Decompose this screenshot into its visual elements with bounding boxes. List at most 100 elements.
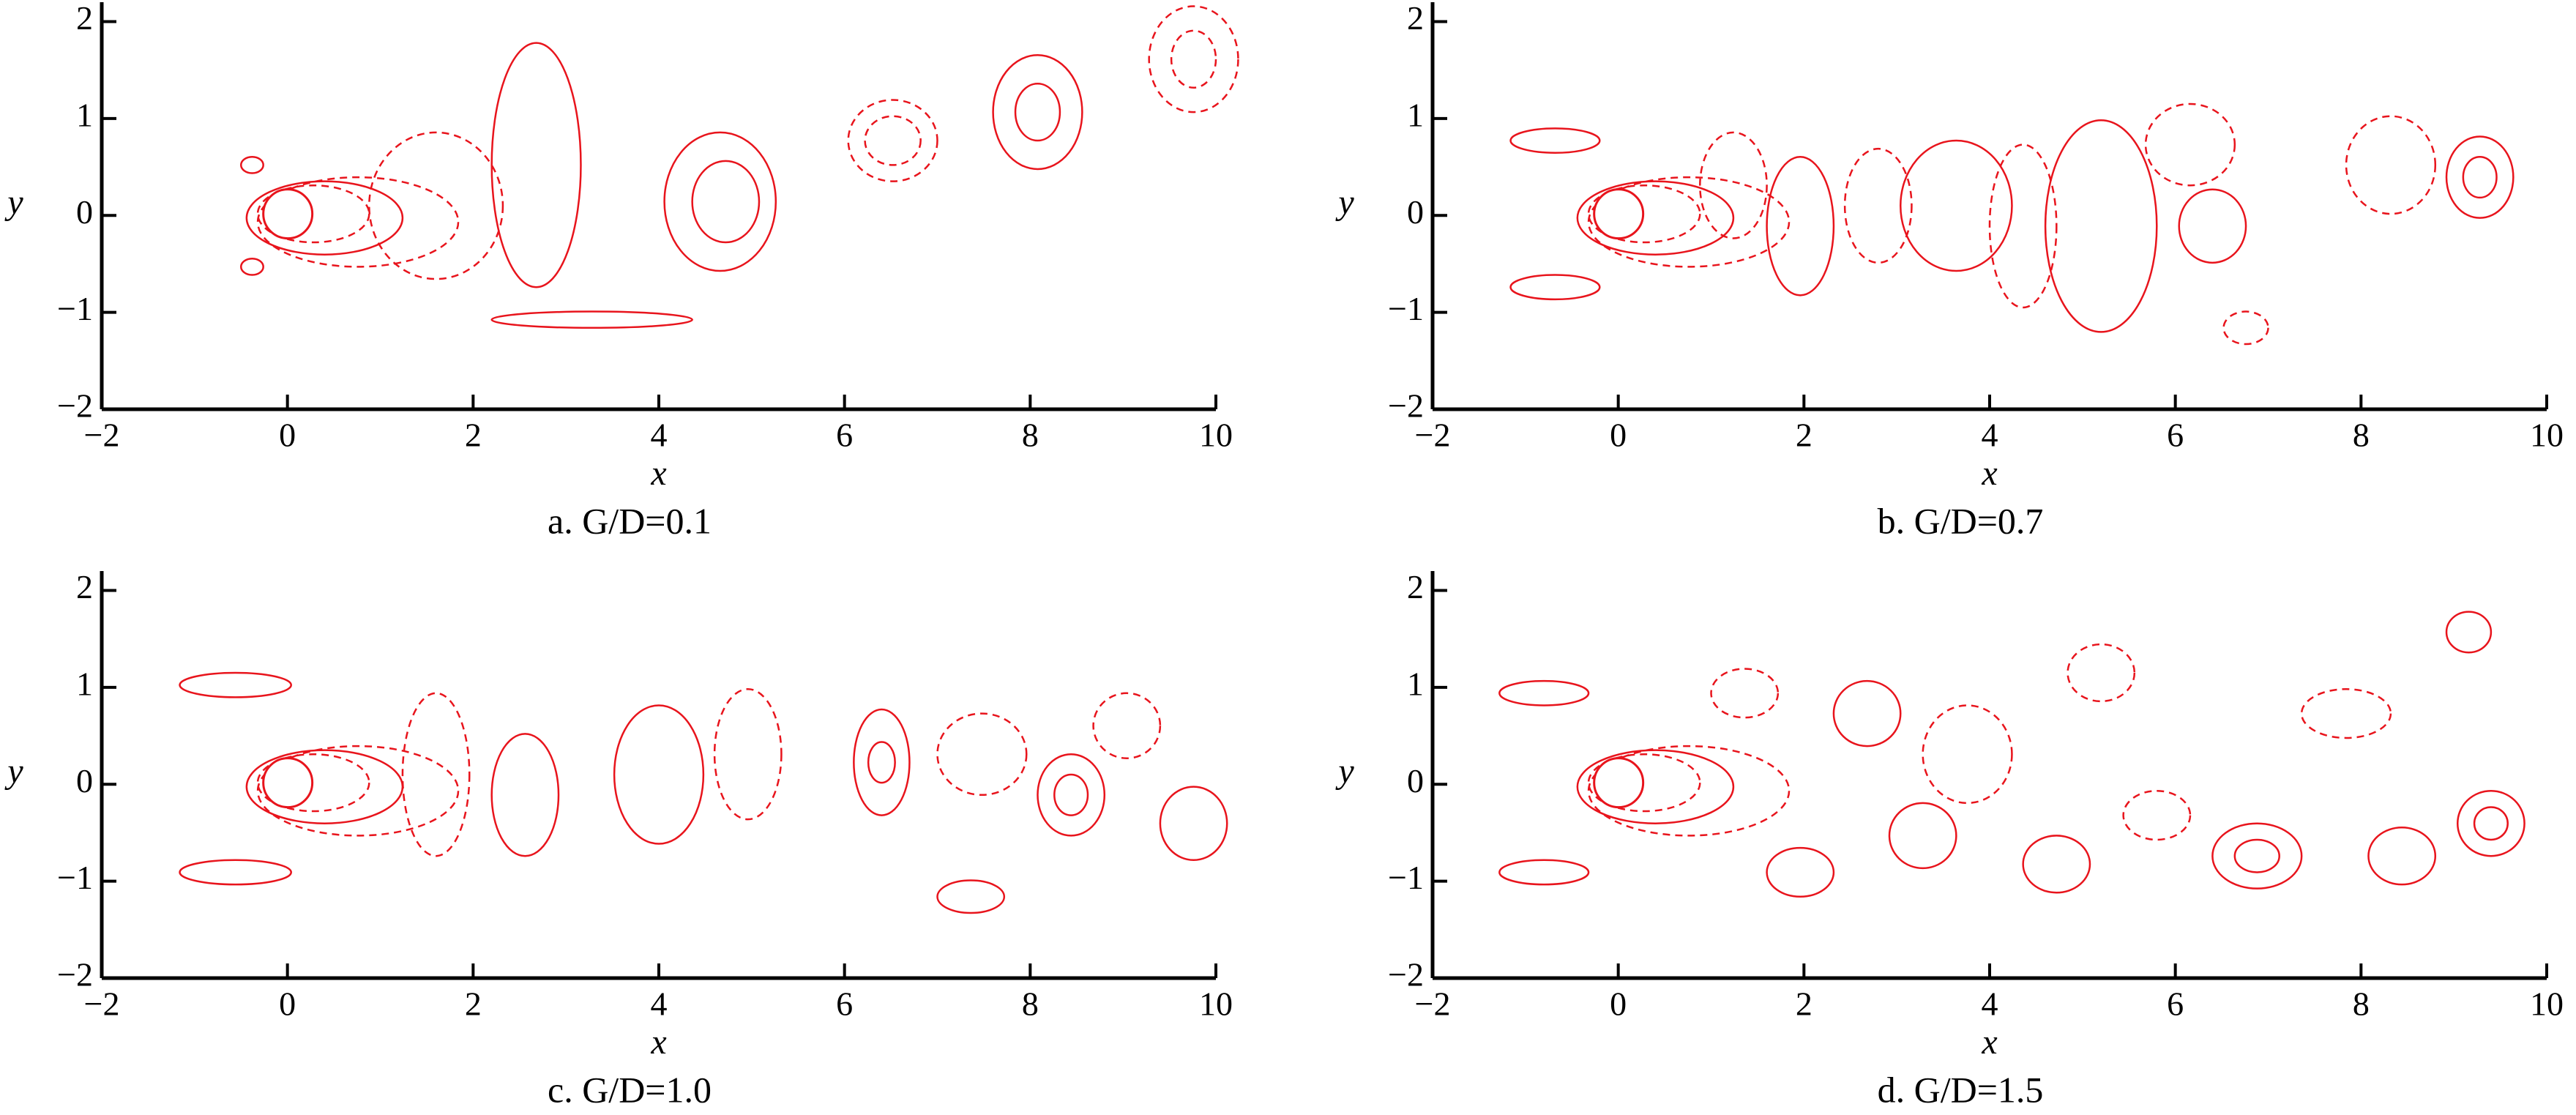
x-tick-label: −2 bbox=[84, 985, 120, 1023]
contour-line bbox=[864, 115, 922, 166]
x-tick-label: 10 bbox=[2530, 985, 2564, 1023]
x-tick-label: 4 bbox=[651, 985, 668, 1023]
contour-line bbox=[2022, 835, 2091, 894]
contour-line bbox=[2462, 156, 2498, 199]
contour-line bbox=[2367, 827, 2437, 886]
y-tick-label: 1 bbox=[76, 665, 93, 702]
y-tick-label: 2 bbox=[1407, 568, 1424, 605]
y-axis-label: y bbox=[1334, 752, 1354, 791]
y-tick-label: 2 bbox=[1407, 0, 1424, 37]
contour-line bbox=[490, 310, 693, 329]
y-tick-label: 1 bbox=[76, 96, 93, 133]
contour-line bbox=[1576, 749, 1735, 824]
panel: −2 0 2 4 6 8 10 −2 −1 0 1 2 x y d. G/D=1.5 bbox=[1334, 568, 2564, 1110]
contour-line bbox=[1053, 773, 1089, 816]
x-tick-label: 2 bbox=[465, 417, 482, 454]
y-axis-label: y bbox=[1334, 183, 1354, 222]
cylinder bbox=[262, 188, 314, 240]
contour-line bbox=[691, 160, 761, 244]
x-tick-label: 8 bbox=[1022, 417, 1039, 454]
contour-line bbox=[1509, 274, 1601, 301]
y-tick-label: 2 bbox=[76, 568, 93, 605]
x-tick-label: 2 bbox=[1796, 417, 1812, 454]
x-tick-label: 10 bbox=[1199, 985, 1233, 1023]
contour-line bbox=[490, 42, 582, 288]
y-tick-label: 0 bbox=[1407, 762, 1424, 799]
y-tick-label: −2 bbox=[1388, 387, 1424, 425]
contour-line bbox=[2211, 822, 2303, 890]
contour-line bbox=[2222, 310, 2269, 346]
y-tick-label: −2 bbox=[1388, 956, 1424, 993]
contour-line bbox=[179, 671, 292, 698]
contour-line bbox=[2044, 119, 2158, 333]
contour-line bbox=[240, 156, 264, 174]
contour-line bbox=[179, 859, 292, 886]
x-tick-label: 0 bbox=[279, 985, 296, 1023]
contour-line bbox=[1899, 139, 2013, 272]
contour-line bbox=[613, 704, 705, 845]
y-tick-label: 1 bbox=[1407, 96, 1424, 133]
contour-line bbox=[1922, 704, 2013, 805]
contour-line bbox=[1037, 753, 1106, 837]
x-tick-label: 0 bbox=[1610, 985, 1627, 1023]
x-axis-label: x bbox=[650, 454, 666, 493]
contour-line bbox=[1766, 156, 1835, 297]
contour-line bbox=[1766, 846, 1835, 898]
contour-line bbox=[2300, 687, 2392, 739]
contour-line bbox=[1888, 802, 1957, 870]
cylinder bbox=[262, 757, 314, 809]
contour-line bbox=[1587, 176, 1791, 268]
contour-line bbox=[240, 258, 264, 276]
y-tick-label: −2 bbox=[57, 387, 93, 425]
y-tick-label: 0 bbox=[76, 762, 93, 799]
y-tick-label: −1 bbox=[1388, 859, 1424, 896]
x-tick-label: 2 bbox=[1796, 985, 1812, 1023]
cylinder bbox=[1593, 188, 1645, 240]
contour-line bbox=[936, 712, 1028, 797]
contour-line bbox=[1710, 668, 1780, 719]
contour-line bbox=[1587, 745, 1791, 837]
contour-line bbox=[2456, 789, 2525, 857]
y-tick-label: −1 bbox=[57, 859, 93, 896]
contour-line bbox=[1832, 679, 1902, 747]
y-tick-label: −1 bbox=[57, 290, 93, 327]
y-tick-label: 0 bbox=[1407, 193, 1424, 231]
contour-line bbox=[2445, 135, 2515, 219]
x-tick-label: 4 bbox=[651, 417, 668, 454]
contour-line bbox=[2178, 188, 2247, 264]
x-tick-label: 4 bbox=[1982, 417, 1998, 454]
contour-line bbox=[256, 745, 460, 837]
x-tick-label: 10 bbox=[2530, 417, 2564, 454]
contour-line bbox=[1587, 184, 1701, 244]
y-tick-label: −1 bbox=[1388, 290, 1424, 327]
x-tick-label: 6 bbox=[2167, 417, 2184, 454]
contour-line bbox=[1587, 753, 1701, 813]
contour-line bbox=[1170, 29, 1217, 89]
x-tick-label: 2 bbox=[465, 985, 482, 1023]
contour-line bbox=[2233, 838, 2280, 873]
contour-line bbox=[490, 733, 560, 857]
contour-line bbox=[401, 692, 471, 857]
contour-line bbox=[992, 54, 1083, 171]
y-axis-label: y bbox=[4, 183, 23, 222]
contour-line bbox=[867, 741, 896, 784]
panel: −2 0 2 4 6 8 10 −2 −1 0 1 2 x y c. G/D=1.0 bbox=[4, 568, 1233, 1110]
x-tick-label: 0 bbox=[1610, 417, 1627, 454]
y-tick-label: 2 bbox=[76, 0, 93, 37]
x-axis-label: x bbox=[1981, 1023, 1997, 1062]
x-tick-label: 4 bbox=[1982, 985, 1998, 1023]
x-tick-label: 8 bbox=[2353, 985, 2370, 1023]
caption: c. G/D=1.0 bbox=[548, 1069, 712, 1110]
contour-line bbox=[663, 131, 777, 272]
contour-line bbox=[256, 753, 370, 813]
caption: a. G/D=0.1 bbox=[548, 500, 712, 541]
contour-line bbox=[2473, 806, 2509, 841]
x-tick-label: 0 bbox=[279, 417, 296, 454]
contour-line bbox=[245, 180, 404, 256]
contour-line bbox=[368, 131, 504, 280]
contour-line bbox=[1148, 5, 1239, 113]
contour-line bbox=[1498, 679, 1590, 706]
x-axis-label: x bbox=[650, 1023, 666, 1062]
contour-line bbox=[1092, 692, 1162, 760]
